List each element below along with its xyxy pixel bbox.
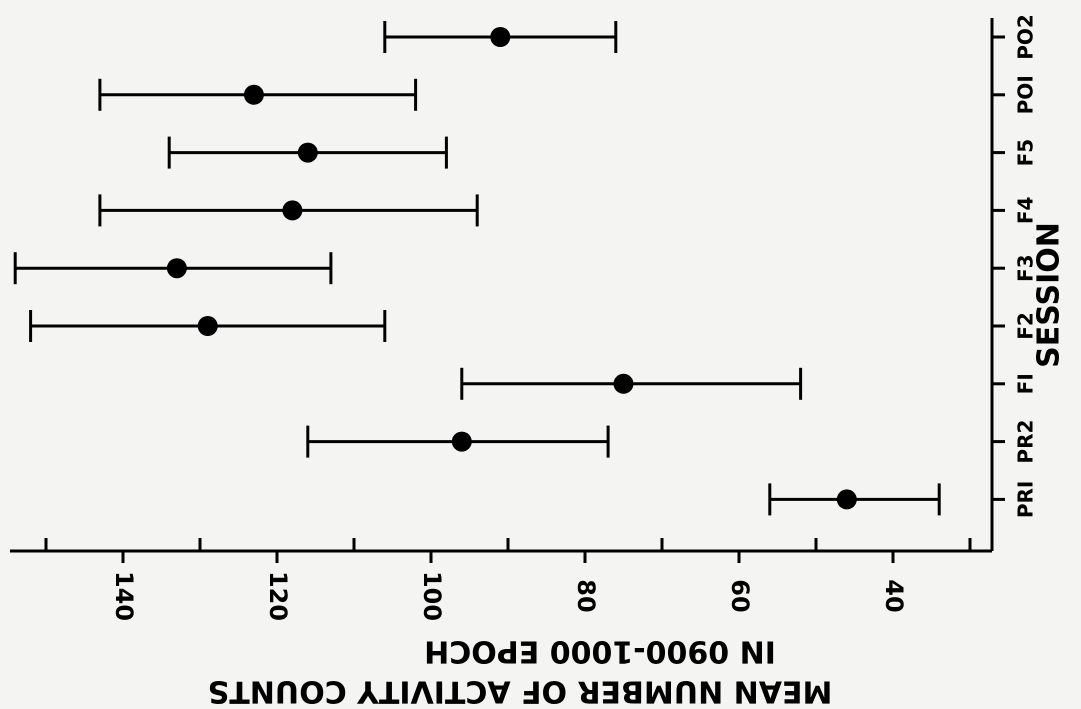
x-axis-title-line1-group: MEAN NUMBER OF ACTIVITY COUNTS <box>208 674 833 709</box>
x-axis-title-line2: IN 0900-1000 EPOCH <box>424 634 776 669</box>
mean-point <box>490 27 511 47</box>
error-bars <box>13 21 941 516</box>
x-tick-label: 140 <box>110 571 138 621</box>
y-category-label: F2 <box>1014 312 1038 340</box>
mean-point <box>297 142 318 163</box>
data-points <box>166 27 857 510</box>
y-category-label: F4 <box>1014 197 1038 225</box>
mean-point <box>451 431 472 452</box>
y-category-label: PO2 <box>1014 14 1038 60</box>
x-tick-label: 120 <box>264 571 292 621</box>
mean-point <box>166 258 187 279</box>
y-category-label: F5 <box>1014 139 1038 167</box>
axes <box>10 18 994 553</box>
mean-point <box>836 489 857 510</box>
y-axis-title-group: SESSION <box>1032 222 1067 368</box>
x-tick-label: 40 <box>880 579 908 612</box>
x-axis-title-line1: MEAN NUMBER OF ACTIVITY COUNTS <box>208 674 833 709</box>
x-tick-label: 80 <box>572 579 600 612</box>
x-axis-title-line2-group: IN 0900-1000 EPOCH <box>424 634 776 669</box>
y-category-label: POI <box>1014 75 1038 114</box>
x-tick-label: 60 <box>726 579 754 612</box>
y-category-label: PRI <box>1014 481 1038 519</box>
y-category-label: F3 <box>1014 254 1038 282</box>
x-tick-label: 100 <box>418 571 446 621</box>
y-axis-title: SESSION <box>1032 222 1067 368</box>
x-axis-ticks: 140 120 100 80 60 40 <box>44 538 972 621</box>
y-category-label: FI <box>1014 373 1038 394</box>
mean-point <box>613 373 634 394</box>
y-category-label: PR2 <box>1014 420 1038 464</box>
y-axis-labels: PRI PR2 FI F2 F3 F4 F5 POI PO2 <box>992 14 1038 518</box>
mean-point <box>197 316 218 336</box>
mean-point <box>243 84 264 105</box>
mean-point <box>282 200 303 221</box>
